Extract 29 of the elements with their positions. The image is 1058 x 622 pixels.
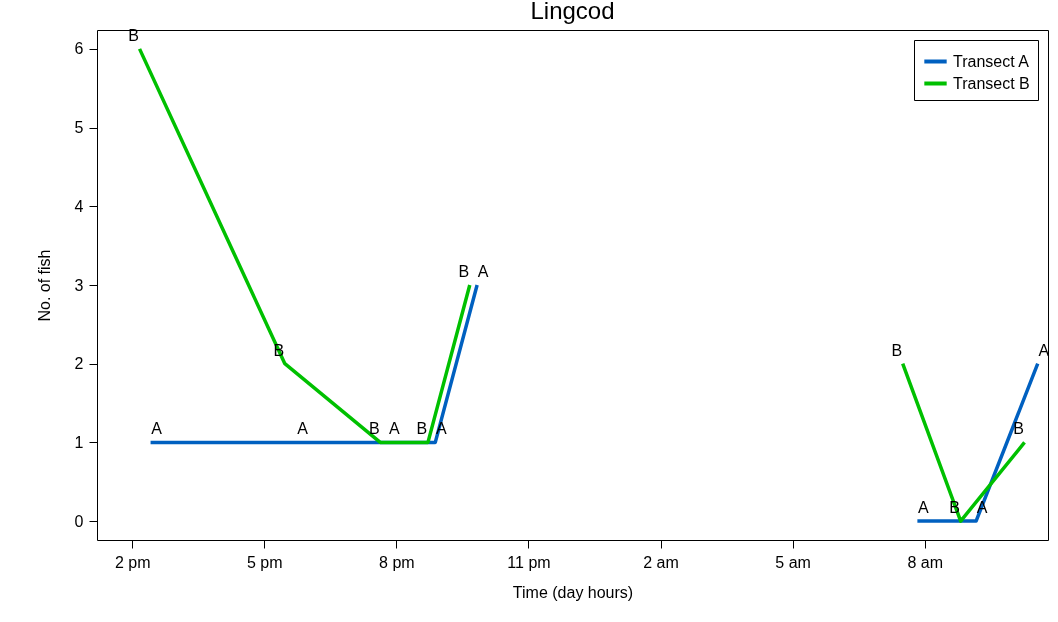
- y-tick-label: 0: [74, 512, 84, 530]
- x-tick-label: 2 pm: [114, 553, 151, 571]
- y-tick-label: 5: [74, 119, 84, 137]
- data-label: A: [151, 420, 163, 438]
- data-label: B: [1013, 420, 1024, 438]
- data-label: B: [458, 263, 470, 280]
- y-tick-label: 2: [74, 355, 84, 373]
- y-tick-label: 4: [74, 197, 84, 215]
- y-tick-label: 1: [74, 433, 84, 451]
- legend-label: Transect A: [953, 52, 1030, 70]
- data-label: A: [918, 499, 930, 517]
- data-label: B: [368, 420, 380, 438]
- x-tick-label: 2 am: [643, 553, 679, 571]
- x-tick-label: 5 am: [775, 553, 811, 571]
- data-label: B: [891, 341, 903, 359]
- y-tick-label: 3: [74, 276, 84, 294]
- x-tick-label: 8 am: [907, 553, 944, 571]
- data-label: B: [416, 420, 428, 438]
- y-axis-title: No. of fish: [35, 249, 53, 322]
- data-label: A: [477, 263, 489, 280]
- data-label: A: [297, 420, 309, 438]
- y-tick-label: 6: [74, 40, 84, 58]
- x-axis-title: Time (day hours): [512, 583, 634, 601]
- chart-title: Lingcod: [530, 0, 615, 24]
- x-tick-label: 8 pm: [379, 553, 415, 571]
- legend-label: Transect B: [953, 74, 1030, 92]
- x-tick-label: 5 pm: [247, 553, 283, 571]
- x-tick-label: 11 pm: [507, 553, 551, 571]
- data-label: A: [388, 420, 400, 438]
